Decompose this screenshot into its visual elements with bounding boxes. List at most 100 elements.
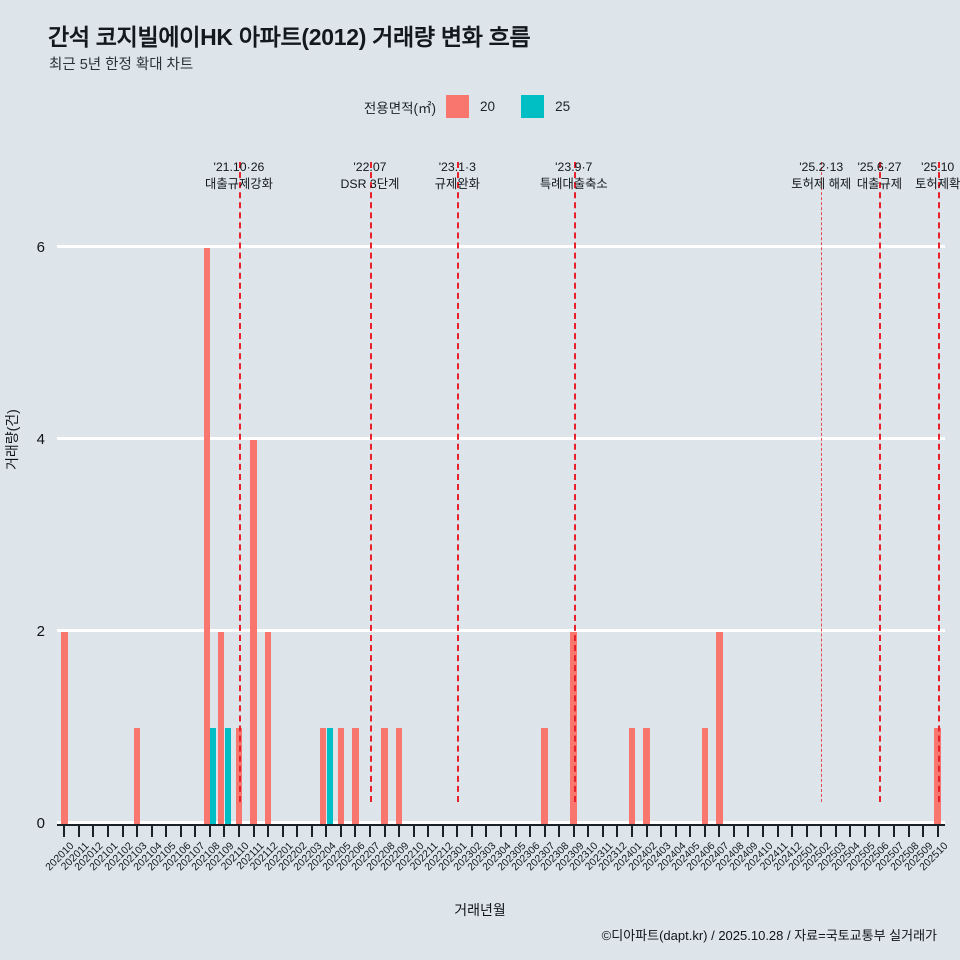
event-marker-line	[457, 162, 460, 802]
event-annotation-date: '25.2·13	[799, 160, 844, 174]
x-axis-tick	[223, 826, 226, 837]
x-axis-tick	[412, 826, 415, 837]
legend: 전용면적(㎡) 20 25	[0, 95, 960, 118]
event-annotation: '22.07 DSR 3단계	[341, 159, 400, 193]
x-axis-tick	[776, 826, 779, 837]
x-axis-tick	[281, 826, 284, 837]
x-axis-tick	[339, 826, 342, 837]
x-axis-tick	[820, 826, 823, 837]
x-axis-tick	[427, 826, 430, 837]
x-axis-tick	[325, 826, 328, 837]
bar[interactable]	[337, 728, 345, 824]
x-axis-tick	[834, 826, 837, 837]
legend-item-25[interactable]: 25	[521, 95, 596, 118]
x-axis-tick	[703, 826, 706, 837]
x-axis-tick	[383, 826, 386, 837]
bar[interactable]	[381, 728, 388, 824]
x-axis-tick	[936, 826, 939, 837]
y-axis-tick-label: 4	[36, 431, 45, 449]
x-axis-tick	[529, 826, 532, 837]
x-axis-tick	[718, 826, 721, 837]
x-axis-tick	[660, 826, 663, 837]
event-marker-line	[821, 162, 823, 802]
x-axis-tick	[762, 826, 765, 837]
grid-line	[57, 629, 945, 633]
bar[interactable]	[326, 728, 333, 824]
event-annotation-date: '25.10	[921, 160, 955, 174]
x-axis-tick	[572, 826, 575, 837]
x-axis-tick	[77, 826, 80, 837]
bar[interactable]	[133, 728, 141, 824]
y-axis-tick-label: 6	[36, 239, 45, 257]
x-axis-tick	[368, 826, 371, 837]
event-annotation-text: 대출규제강화	[205, 177, 273, 191]
legend-item-20[interactable]: 20	[446, 95, 521, 118]
x-axis-tick	[165, 826, 168, 837]
x-axis-tick	[543, 826, 546, 837]
bar[interactable]	[352, 728, 359, 824]
bar[interactable]	[716, 632, 723, 824]
event-annotation: '25.10 토허제확	[915, 159, 960, 193]
x-axis-tick	[267, 826, 270, 837]
y-axis-tick-label: 0	[36, 815, 45, 832]
x-axis-tick	[907, 826, 910, 837]
x-axis-tick	[514, 826, 517, 837]
x-axis-tick	[732, 826, 735, 837]
event-marker-line	[238, 162, 241, 802]
bar[interactable]	[541, 728, 548, 824]
x-axis-tick	[587, 826, 590, 837]
bar[interactable]	[934, 728, 941, 824]
x-axis-tick	[849, 826, 852, 837]
x-axis-tick	[674, 826, 677, 837]
x-axis-tick	[791, 826, 794, 837]
event-annotation-text: DSR 3단계	[340, 177, 400, 191]
footer-credit: ©디아파트(dapt.kr) / 2025.10.28 / 자료=국토교통부 실…	[601, 928, 937, 943]
x-axis-tick	[106, 826, 109, 837]
x-axis-tick	[150, 826, 153, 837]
bar[interactable]	[701, 728, 709, 824]
x-axis-tick	[310, 826, 313, 837]
event-marker-line	[879, 162, 882, 802]
x-axis-tick	[616, 826, 619, 837]
y-axis-tick-label: 2	[36, 623, 45, 641]
bar[interactable]	[643, 728, 650, 824]
event-annotation-date: '23.1·3	[438, 160, 476, 174]
bar[interactable]	[210, 728, 217, 824]
event-marker-line	[573, 162, 576, 802]
legend-title: 전용면적(㎡)	[363, 100, 437, 116]
bar[interactable]	[224, 728, 231, 824]
event-annotation: '25.6·27 대출규제	[857, 159, 902, 193]
bar[interactable]	[203, 248, 210, 824]
x-axis-tick	[878, 826, 881, 837]
x-axis-tick	[645, 826, 648, 837]
x-axis-tick	[194, 826, 197, 837]
bar[interactable]	[628, 728, 636, 824]
bar[interactable]	[395, 728, 403, 824]
bar[interactable]	[60, 632, 68, 824]
x-axis-tick	[470, 826, 473, 837]
bar[interactable]	[264, 632, 272, 824]
x-axis-tick	[631, 826, 634, 837]
event-annotation: '25.2·13 토허제 해제	[791, 159, 851, 193]
bar[interactable]	[250, 440, 257, 824]
event-annotation-text: 토허제 해제	[791, 177, 852, 191]
x-axis-tick	[136, 826, 139, 837]
event-marker-line	[369, 162, 372, 802]
x-axis-tick	[398, 826, 401, 837]
x-axis-tick	[689, 826, 692, 837]
grid-line	[57, 821, 945, 824]
event-annotation-text: 대출규제	[856, 177, 903, 191]
x-axis-tick	[922, 826, 925, 837]
x-axis-title: 거래년월	[454, 902, 506, 918]
event-annotation-text: 규제완화	[434, 177, 480, 191]
plot-area: 0 2 4 6	[37, 162, 945, 832]
x-axis-tick	[747, 826, 750, 837]
event-annotation-date: '23.9·7	[555, 160, 593, 174]
event-annotation: '23.1·3 규제완화	[435, 159, 480, 193]
bar[interactable]	[218, 632, 225, 824]
event-annotation-date: '25.6·27	[857, 160, 902, 174]
event-annotation: '23.9·7 특례대출축소	[540, 159, 608, 193]
bar[interactable]	[320, 728, 326, 824]
x-axis-tick	[121, 826, 124, 837]
